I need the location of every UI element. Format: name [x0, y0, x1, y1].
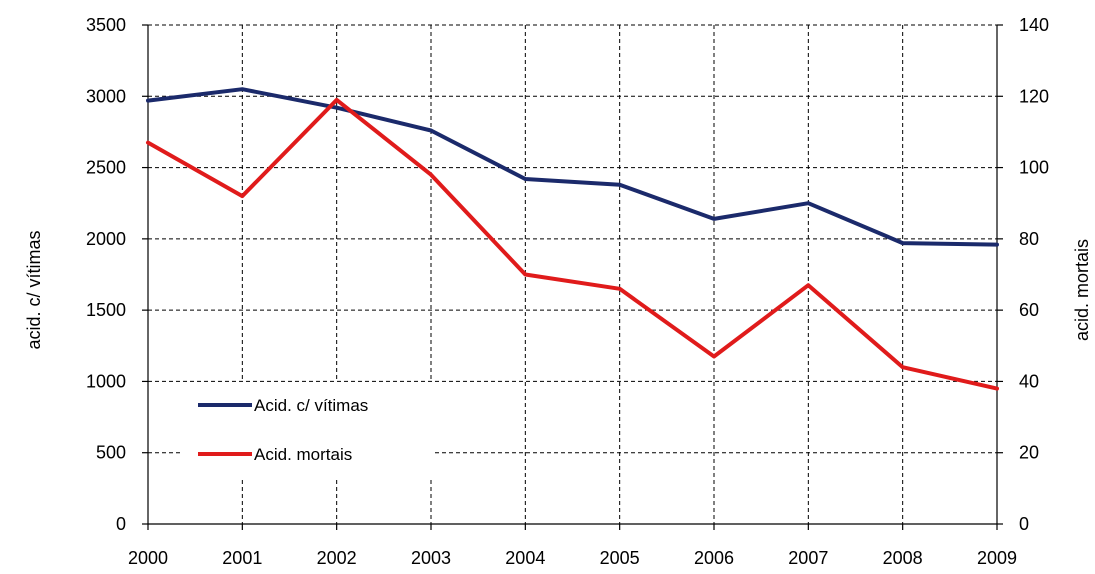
- right-tick-label: 100: [1019, 158, 1049, 178]
- left-axis-ticks: 0 500 1000 1500 2000 2500 3000 3500: [86, 15, 148, 534]
- left-tick-label: 500: [96, 443, 126, 463]
- left-tick-label: 0: [116, 514, 126, 534]
- axes: [147, 24, 998, 525]
- x-tick-label: 2001: [222, 548, 262, 568]
- x-tick-label: 2002: [317, 548, 357, 568]
- series-lines: [146, 87, 999, 391]
- right-tick-label: 120: [1019, 86, 1049, 106]
- x-axis-ticks: 2000 2001 2002 2003 2004 2005 2006 2007 2008 2009: [128, 524, 1017, 568]
- right-tick-label: 60: [1019, 300, 1039, 320]
- x-tick-label: 2003: [411, 548, 451, 568]
- right-axis-ticks: 0 20 40 60 80 100 120 140: [997, 15, 1049, 534]
- right-tick-label: 40: [1019, 371, 1039, 391]
- left-axis-title: acid. c/ vítimas: [24, 230, 44, 349]
- left-tick-label: 3500: [86, 15, 126, 35]
- left-tick-label: 2000: [86, 229, 126, 249]
- x-tick-label: 2009: [977, 548, 1017, 568]
- x-tick-label: 2007: [788, 548, 828, 568]
- legend-background: [183, 382, 433, 477]
- series-line-victims: [146, 87, 999, 247]
- legend-label-victims: Acid. c/ vítimas: [254, 396, 368, 415]
- series-line-fatal: [146, 97, 999, 391]
- x-tick-label: 2006: [694, 548, 734, 568]
- x-tick-label: 2000: [128, 548, 168, 568]
- right-tick-label: 80: [1019, 229, 1039, 249]
- right-tick-label: 20: [1019, 443, 1039, 463]
- right-axis-title: acid. mortais: [1072, 239, 1092, 341]
- legend-label-fatal: Acid. mortais: [254, 445, 352, 464]
- x-tick-label: 2005: [600, 548, 640, 568]
- right-tick-label: 0: [1019, 514, 1029, 534]
- x-tick-label: 2004: [505, 548, 545, 568]
- right-tick-label: 140: [1019, 15, 1049, 35]
- left-tick-label: 1000: [86, 371, 126, 391]
- legend: Acid. c/ vítimas Acid. mortais: [183, 382, 433, 477]
- left-tick-label: 1500: [86, 300, 126, 320]
- left-tick-label: 3000: [86, 86, 126, 106]
- x-tick-label: 2008: [883, 548, 923, 568]
- left-tick-label: 2500: [86, 158, 126, 178]
